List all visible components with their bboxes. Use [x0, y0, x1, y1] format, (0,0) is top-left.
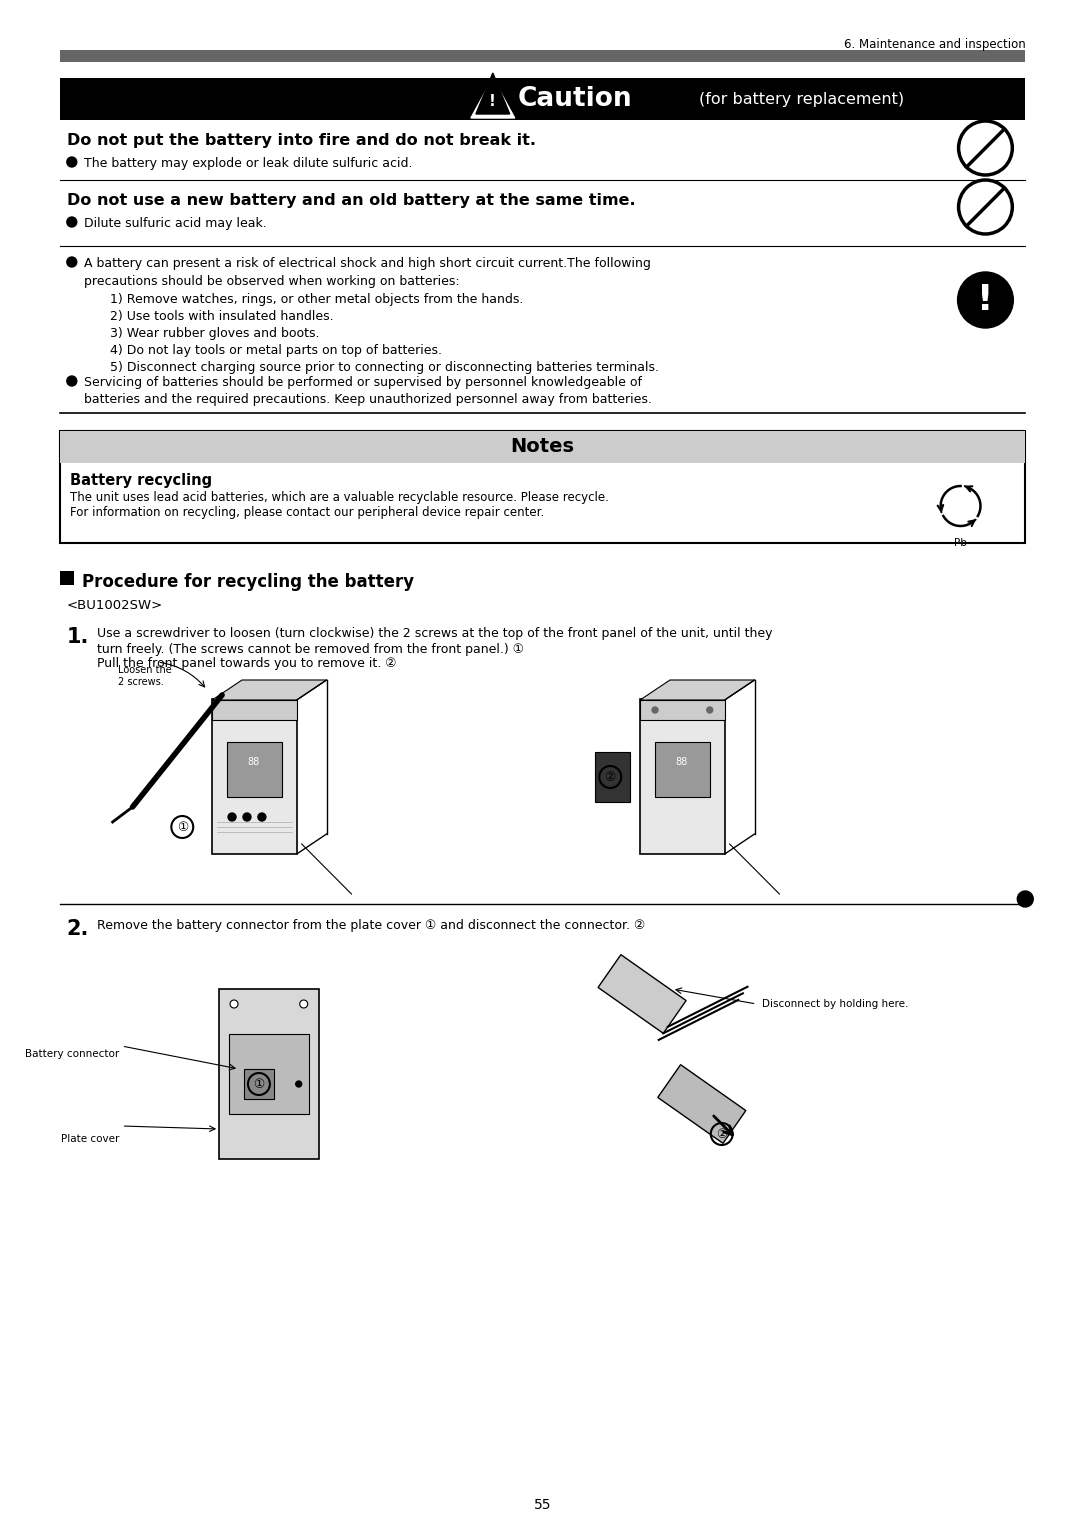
Bar	[227, 742, 282, 797]
Text: 5) Disconnect charging source prior to connecting or disconnecting batteries ter: 5) Disconnect charging source prior to c…	[110, 362, 659, 374]
Text: 1) Remove watches, rings, or other metal objects from the hands.: 1) Remove watches, rings, or other metal…	[110, 293, 523, 307]
Circle shape	[296, 1080, 301, 1087]
Polygon shape	[212, 681, 326, 700]
Circle shape	[258, 813, 266, 821]
Text: Pull the front panel towards you to remove it. ②: Pull the front panel towards you to remo…	[97, 658, 396, 670]
Polygon shape	[471, 78, 515, 118]
Circle shape	[300, 1000, 308, 1009]
Bar	[59, 571, 73, 584]
Text: Do not put the battery into fire and do not break it.: Do not put the battery into fire and do …	[67, 133, 536, 148]
Text: ①: ①	[177, 821, 188, 833]
Text: turn freely. (The screws cannot be removed from the front panel.) ①: turn freely. (The screws cannot be remov…	[97, 642, 524, 656]
Bar	[229, 1035, 309, 1114]
Text: Use a screwdriver to loosen (turn clockwise) the 2 screws at the top of the fron: Use a screwdriver to loosen (turn clockw…	[97, 627, 772, 639]
Polygon shape	[598, 955, 686, 1033]
Bar	[656, 742, 710, 797]
Text: Battery connector: Battery connector	[25, 1048, 120, 1059]
Text: batteries and the required precautions. Keep unauthorized personnel away from ba: batteries and the required precautions. …	[84, 394, 651, 406]
Text: Battery recycling: Battery recycling	[70, 473, 212, 488]
Text: Servicing of batteries should be performed or supervised by personnel knowledgea: Servicing of batteries should be perform…	[84, 375, 642, 389]
Text: !: !	[489, 95, 496, 108]
Bar	[244, 1070, 274, 1099]
Circle shape	[706, 707, 713, 713]
Text: Procedure for recycling the battery: Procedure for recycling the battery	[82, 572, 414, 591]
Text: The battery may explode or leak dilute sulfuric acid.: The battery may explode or leak dilute s…	[84, 157, 413, 169]
Bar	[59, 430, 1025, 543]
Text: 6. Maintenance and inspection: 6. Maintenance and inspection	[843, 38, 1025, 50]
Text: ②: ②	[605, 771, 616, 783]
Text: Disconnect by holding here.: Disconnect by holding here.	[761, 1000, 908, 1009]
Text: Notes: Notes	[511, 436, 575, 455]
Text: (for battery replacement): (for battery replacement)	[699, 92, 904, 107]
Bar	[212, 699, 297, 855]
Circle shape	[243, 813, 251, 821]
Text: 88: 88	[676, 757, 688, 768]
Text: ①: ①	[254, 1077, 265, 1091]
Circle shape	[67, 256, 77, 267]
Text: ②: ②	[716, 1128, 727, 1140]
Text: 2.: 2.	[67, 919, 90, 938]
Text: 4) Do not lay tools or metal parts on top of batteries.: 4) Do not lay tools or metal parts on to…	[110, 343, 442, 357]
Text: 88: 88	[247, 757, 260, 768]
Circle shape	[67, 217, 77, 227]
Text: Do not use a new battery and an old battery at the same time.: Do not use a new battery and an old batt…	[67, 192, 635, 208]
Bar	[219, 989, 319, 1160]
Text: Pb: Pb	[954, 539, 967, 548]
Bar	[59, 50, 1025, 63]
Text: 3) Wear rubber gloves and boots.: 3) Wear rubber gloves and boots.	[110, 327, 319, 340]
Text: Remove the battery connector from the plate cover ① and disconnect the connector: Remove the battery connector from the pl…	[97, 919, 645, 932]
Polygon shape	[595, 752, 630, 803]
Text: Loosen the
2 screws.: Loosen the 2 screws.	[118, 665, 172, 687]
Bar	[59, 78, 1025, 121]
Circle shape	[67, 157, 77, 166]
Text: 1.: 1.	[67, 627, 90, 647]
Text: 2) Use tools with insulated handles.: 2) Use tools with insulated handles.	[110, 310, 334, 324]
Bar	[640, 700, 725, 720]
Text: Plate cover: Plate cover	[62, 1134, 120, 1144]
Circle shape	[67, 375, 77, 386]
Text: Caution: Caution	[517, 85, 632, 111]
Text: precautions should be observed when working on batteries:: precautions should be observed when work…	[84, 275, 459, 288]
Circle shape	[230, 1000, 238, 1009]
Text: The unit uses lead acid batteries, which are a valuable recyclable resource. Ple: The unit uses lead acid batteries, which…	[70, 491, 609, 504]
Bar	[59, 430, 1025, 462]
Bar	[212, 700, 297, 720]
Circle shape	[652, 707, 658, 713]
Circle shape	[958, 272, 1013, 328]
Polygon shape	[640, 681, 755, 700]
Text: A battery can present a risk of electrical shock and high short circuit current.: A battery can present a risk of electric…	[84, 256, 650, 270]
Circle shape	[1017, 891, 1034, 906]
Text: Dilute sulfuric acid may leak.: Dilute sulfuric acid may leak.	[84, 217, 267, 230]
Polygon shape	[658, 1065, 746, 1143]
Polygon shape	[476, 73, 510, 114]
Bar	[640, 699, 725, 855]
Text: 55: 55	[534, 1499, 551, 1512]
Text: <BU1002SW>: <BU1002SW>	[67, 600, 163, 612]
Text: For information on recycling, please contact our peripheral device repair center: For information on recycling, please con…	[70, 507, 544, 519]
Text: !: !	[977, 282, 994, 317]
Circle shape	[228, 813, 237, 821]
